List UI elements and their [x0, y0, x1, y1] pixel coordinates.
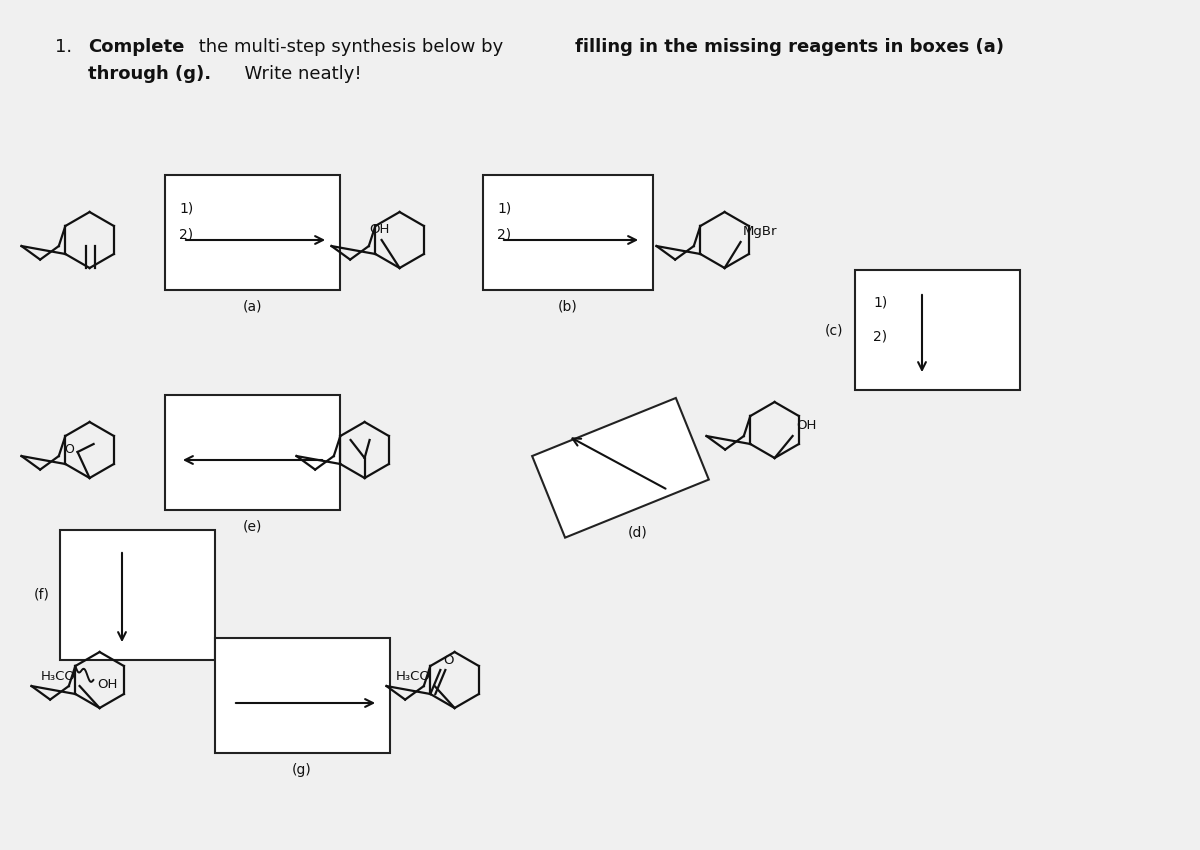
Text: (g): (g)	[292, 763, 312, 777]
Text: O: O	[65, 443, 74, 456]
Bar	[166, 175, 340, 290]
Text: OH: OH	[370, 223, 390, 236]
Text: OH: OH	[797, 419, 817, 432]
Text: (a): (a)	[242, 300, 262, 314]
Bar	[482, 175, 653, 290]
Text: MgBr: MgBr	[743, 225, 778, 238]
Bar	[854, 270, 1020, 390]
Text: (e): (e)	[242, 520, 262, 534]
Text: H₃CO: H₃CO	[396, 670, 431, 683]
Text: O: O	[443, 654, 454, 667]
Text: (c): (c)	[824, 323, 842, 337]
Bar	[166, 395, 340, 510]
Text: (f): (f)	[34, 588, 50, 602]
Text: Write neatly!: Write neatly!	[233, 65, 361, 83]
Text: 2): 2)	[874, 330, 887, 344]
Text: OH: OH	[97, 677, 118, 690]
Text: 2): 2)	[497, 227, 511, 241]
Text: H₃CO: H₃CO	[41, 670, 76, 683]
Bar	[532, 398, 709, 538]
Text: Complete: Complete	[88, 38, 185, 56]
Text: through (g).: through (g).	[88, 65, 211, 83]
Text: 1): 1)	[874, 296, 887, 310]
Text: 1.: 1.	[55, 38, 84, 56]
Text: 2): 2)	[179, 227, 193, 241]
Text: the multi-step synthesis below by: the multi-step synthesis below by	[193, 38, 509, 56]
Text: (d): (d)	[628, 526, 648, 540]
Text: (b): (b)	[558, 300, 578, 314]
Text: 1): 1)	[179, 201, 193, 215]
Text: 1): 1)	[497, 201, 511, 215]
Bar	[60, 530, 215, 660]
Text: filling in the missing reagents in boxes (a): filling in the missing reagents in boxes…	[575, 38, 1004, 56]
Bar	[215, 638, 390, 753]
